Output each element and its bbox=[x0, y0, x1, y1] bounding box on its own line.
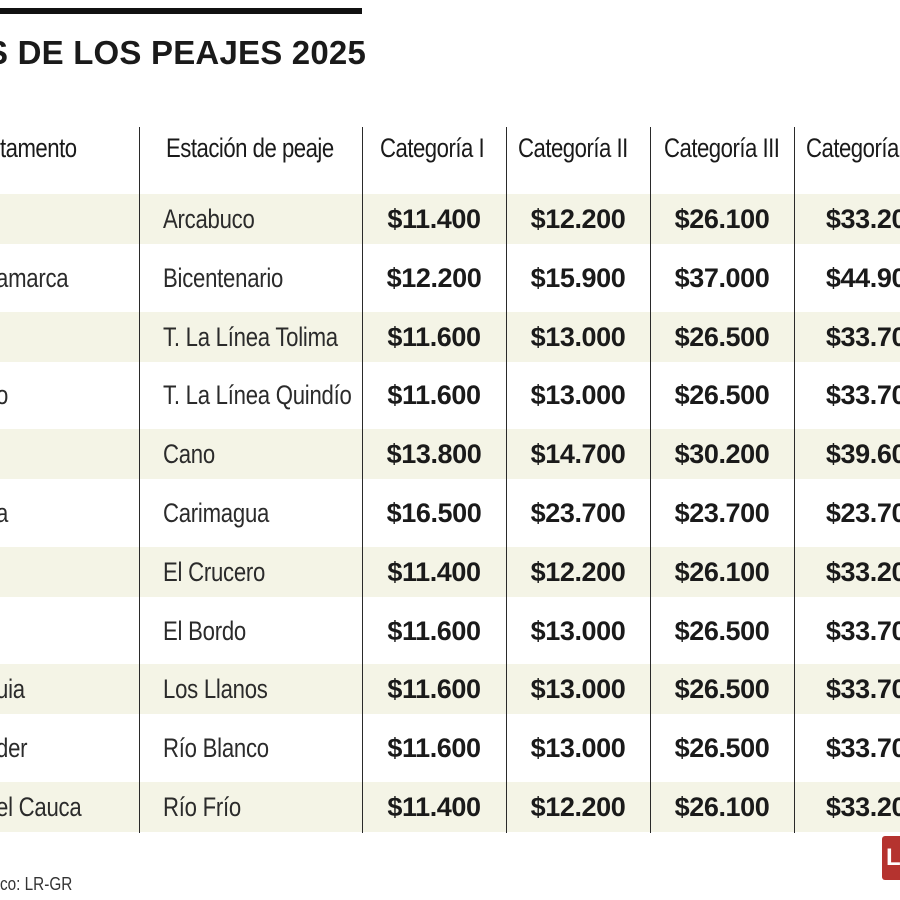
header-categoria-2: Categoría II bbox=[518, 133, 628, 163]
cell-categoria-2: $13.000 bbox=[530, 616, 626, 646]
table-row: der Río Blanco $11.600 $13.000 $26.500 $33.70 bbox=[0, 723, 900, 773]
cell-categoria-1: $11.400 bbox=[387, 557, 481, 587]
brand-logo: L bbox=[882, 836, 900, 880]
header-departamento: tamento bbox=[0, 133, 77, 163]
column-divider bbox=[650, 127, 651, 833]
cell-categoria-1: $11.400 bbox=[387, 792, 481, 822]
cell-departamento: o bbox=[0, 370, 8, 420]
table-row: uia Los Llanos $11.600 $13.000 $26.500 $33.70 bbox=[0, 664, 900, 714]
column-divider bbox=[139, 127, 140, 833]
table-row: El Crucero $11.400 $12.200 $26.100 $33.20 bbox=[0, 547, 900, 597]
cell-categoria-4: $33.20 bbox=[825, 792, 900, 822]
cell-categoria-2: $13.000 bbox=[530, 322, 626, 352]
cell-categoria-1: $13.800 bbox=[386, 439, 482, 469]
cell-departamento: amarca bbox=[0, 263, 69, 293]
cell-categoria-4: $33.20 bbox=[825, 557, 900, 587]
table-row: a Carimagua $16.500 $23.700 $23.700 $23.70 bbox=[0, 488, 900, 538]
table-row: Cano $13.800 $14.700 $30.200 $39.60 bbox=[0, 429, 900, 479]
cell-categoria-2: $13.000 bbox=[530, 674, 626, 704]
cell-categoria-4: $33.20 bbox=[825, 204, 900, 234]
cell-categoria-3: $26.500 bbox=[674, 733, 770, 763]
cell-categoria-3: $26.500 bbox=[674, 380, 770, 410]
header-categoria-1: Categoría I bbox=[380, 133, 485, 163]
cell-estacion: Los Llanos bbox=[163, 674, 268, 704]
header-categoria-3: Categoría III bbox=[664, 133, 780, 163]
cell-categoria-1: $11.600 bbox=[387, 322, 481, 352]
cell-categoria-4: $33.70 bbox=[825, 733, 900, 763]
column-divider bbox=[362, 127, 363, 833]
cell-categoria-2: $14.700 bbox=[530, 439, 626, 469]
cell-categoria-1: $16.500 bbox=[386, 498, 482, 528]
source-note: co: LR-GR bbox=[0, 874, 73, 894]
cell-estacion: Río Frío bbox=[163, 792, 242, 822]
cell-categoria-3: $26.500 bbox=[674, 322, 770, 352]
cell-estacion: Río Blanco bbox=[163, 733, 269, 763]
table-row: amarca Bicentenario $12.200 $15.900 $37.000 $… bbox=[0, 253, 900, 303]
cell-departamento: el Cauca bbox=[0, 792, 82, 822]
cell-categoria-1: $11.400 bbox=[387, 204, 481, 234]
page-title-text: S DE LOS PEAJES 2025 bbox=[0, 34, 367, 71]
cell-categoria-3: $23.700 bbox=[674, 498, 770, 528]
column-divider bbox=[794, 127, 795, 833]
cell-categoria-3: $26.500 bbox=[674, 674, 770, 704]
cell-categoria-2: $12.200 bbox=[530, 557, 626, 587]
table-row: El Bordo $11.600 $13.000 $26.500 $33.70 bbox=[0, 606, 900, 656]
cell-categoria-3: $26.100 bbox=[674, 204, 770, 234]
cell-categoria-1: $11.600 bbox=[387, 380, 481, 410]
cell-estacion: Arcabuco bbox=[163, 204, 255, 234]
cell-categoria-1: $11.600 bbox=[387, 616, 481, 646]
cell-categoria-1: $11.600 bbox=[387, 733, 481, 763]
table-row: el Cauca Río Frío $11.400 $12.200 $26.100 $33… bbox=[0, 782, 900, 832]
cell-estacion: El Bordo bbox=[163, 616, 246, 646]
cell-categoria-3: $26.500 bbox=[674, 616, 770, 646]
top-rule bbox=[0, 8, 362, 14]
cell-categoria-4: $39.60 bbox=[825, 439, 900, 469]
cell-estacion: Carimagua bbox=[163, 498, 270, 528]
cell-categoria-1: $12.200 bbox=[386, 263, 482, 293]
cell-categoria-2: $12.200 bbox=[530, 792, 626, 822]
cell-categoria-2: $15.900 bbox=[530, 263, 626, 293]
cell-categoria-3: $37.000 bbox=[674, 263, 770, 293]
cell-categoria-2: $13.000 bbox=[530, 380, 626, 410]
cell-departamento: der bbox=[0, 733, 28, 763]
table-row: o T. La Línea Quindío $11.600 $13.000 $26.50… bbox=[0, 370, 900, 420]
column-divider bbox=[506, 127, 507, 833]
header-estacion: Estación de peaje bbox=[166, 133, 334, 163]
cell-estacion: T. La Línea Tolima bbox=[163, 322, 338, 352]
cell-estacion: Bicentenario bbox=[163, 263, 284, 293]
cell-estacion: El Crucero bbox=[163, 557, 266, 587]
table-row: Arcabuco $11.400 $12.200 $26.100 $33.20 bbox=[0, 194, 900, 244]
cell-departamento: uia bbox=[0, 674, 25, 704]
cell-categoria-1: $11.600 bbox=[387, 674, 481, 704]
cell-categoria-3: $26.100 bbox=[674, 792, 770, 822]
cell-categoria-2: $12.200 bbox=[530, 204, 626, 234]
cell-categoria-4: $23.70 bbox=[825, 498, 900, 528]
cell-categoria-4: $33.70 bbox=[825, 616, 900, 646]
cell-categoria-4: $44.90 bbox=[825, 263, 900, 293]
cell-categoria-4: $33.70 bbox=[825, 674, 900, 704]
cell-categoria-4: $33.70 bbox=[825, 380, 900, 410]
cell-categoria-2: $23.700 bbox=[530, 498, 626, 528]
cell-estacion: T. La Línea Quindío bbox=[163, 380, 352, 410]
cell-categoria-3: $30.200 bbox=[674, 439, 770, 469]
table-row: T. La Línea Tolima $11.600 $13.000 $26.500 $… bbox=[0, 312, 900, 362]
cell-estacion: Cano bbox=[163, 439, 215, 469]
cell-departamento: a bbox=[0, 488, 8, 538]
cell-categoria-4: $33.70 bbox=[825, 322, 900, 352]
header-categoria-4: Categoría bbox=[806, 133, 899, 163]
cell-categoria-2: $13.000 bbox=[530, 733, 626, 763]
cell-categoria-3: $26.100 bbox=[674, 557, 770, 587]
